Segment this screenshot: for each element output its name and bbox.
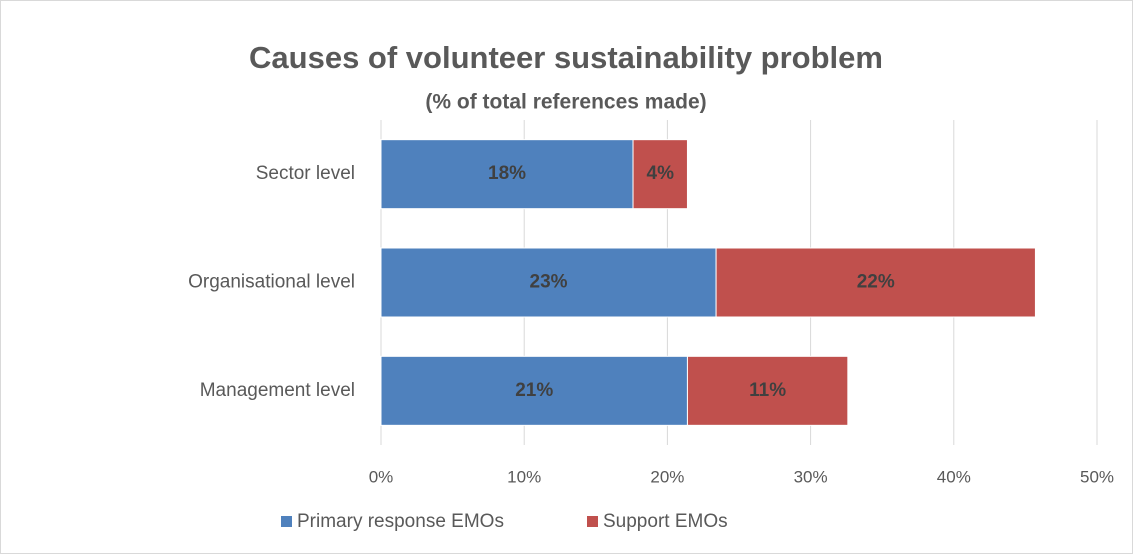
bar	[632, 139, 688, 210]
data-label: 21%	[515, 380, 553, 401]
x-tick-label: 40%	[937, 467, 971, 486]
data-label: 22%	[857, 272, 895, 293]
bar	[686, 355, 849, 426]
legend-label: Primary response EMOs	[297, 511, 504, 532]
legend-label: Support EMOs	[603, 511, 728, 532]
y-tick-label: Organisational level	[188, 272, 355, 293]
bar	[380, 355, 688, 426]
chart-title: Causes of volunteer sustainability probl…	[249, 40, 883, 75]
bar	[715, 247, 1036, 318]
x-tick-label: 0%	[369, 467, 394, 486]
x-tick-label: 20%	[650, 467, 684, 486]
data-label: 18%	[488, 163, 526, 184]
x-tick-label: 50%	[1080, 467, 1114, 486]
data-label: 11%	[749, 380, 786, 401]
data-label: 23%	[530, 272, 568, 293]
legend-swatch	[281, 516, 292, 527]
y-tick-label: Management level	[200, 380, 355, 401]
y-tick-label: Sector level	[256, 163, 355, 184]
legend-swatch	[587, 516, 598, 527]
data-label: 4%	[647, 163, 675, 184]
x-tick-label: 10%	[507, 467, 541, 486]
x-tick-label: 30%	[794, 467, 828, 486]
chart-subtitle: (% of total references made)	[425, 91, 706, 114]
bar	[380, 247, 717, 318]
